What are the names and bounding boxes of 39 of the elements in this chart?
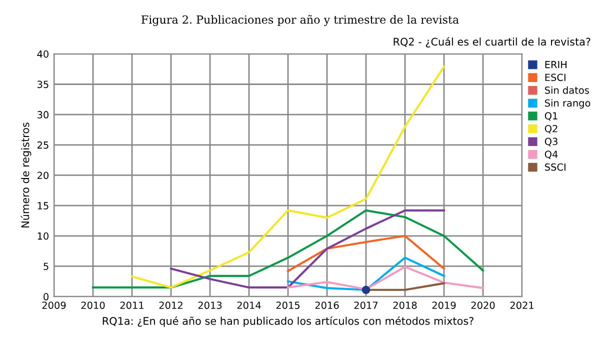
- x-tick-label: 2011: [120, 302, 144, 309]
- y-tick-label: 35: [38, 80, 48, 88]
- legend-label: ERIH: [545, 61, 566, 68]
- chart-title: Figura 2. Publicaciones por año y trimestre de la revista: [142, 14, 459, 26]
- x-tick-label: 2018: [393, 302, 417, 309]
- x-tick-label: 2014: [237, 302, 261, 309]
- x-tick-label: 2016: [315, 302, 339, 309]
- x-tick-label: 2009: [42, 302, 66, 309]
- line-series: [286, 234, 446, 272]
- legend-label: Q3: [544, 138, 558, 146]
- line-series: [170, 209, 446, 289]
- x-tick-label: 2012: [159, 302, 182, 309]
- legend-label: Sin datos: [545, 86, 589, 94]
- legend-label: SSCI: [545, 163, 566, 171]
- line-series: [130, 66, 446, 289]
- x-tick-label: 2019: [432, 302, 456, 309]
- line-series: [92, 209, 484, 289]
- x-tick-label: 2020: [471, 302, 495, 309]
- x-tick-label: 2017: [354, 302, 378, 309]
- legend-label: ESCI: [545, 74, 566, 82]
- y-tick-label: 5: [44, 262, 48, 270]
- y-axis-title: Número de registros: [20, 122, 32, 228]
- y-tick-label: 40: [37, 50, 48, 58]
- x-tick-label: 2021: [510, 302, 534, 309]
- y-tick-label: 0: [44, 293, 48, 300]
- y-tick-label: 10: [38, 232, 48, 240]
- legend-label: Sin rango: [545, 99, 590, 109]
- legend-title: RQ2 - ¿Cuál es el cuartil de la revista?: [394, 37, 590, 48]
- y-tick-label: 30: [38, 111, 48, 118]
- y-tick-label: 25: [37, 141, 48, 149]
- legend-label: Q4: [544, 150, 558, 160]
- x-tick-label: 2010: [81, 302, 105, 309]
- y-tick-label: 20: [37, 172, 48, 180]
- legend-label: Q2: [544, 124, 558, 134]
- legend-label: Q1: [544, 112, 558, 121]
- y-tick-label: 15: [38, 202, 48, 210]
- x-tick-label: 2015: [276, 302, 300, 309]
- x-tick-label: 2013: [198, 302, 222, 309]
- x-axis-title: RQ1a: ¿En qué año se han publicado los artículos con métodos mixtos?: [102, 316, 474, 327]
